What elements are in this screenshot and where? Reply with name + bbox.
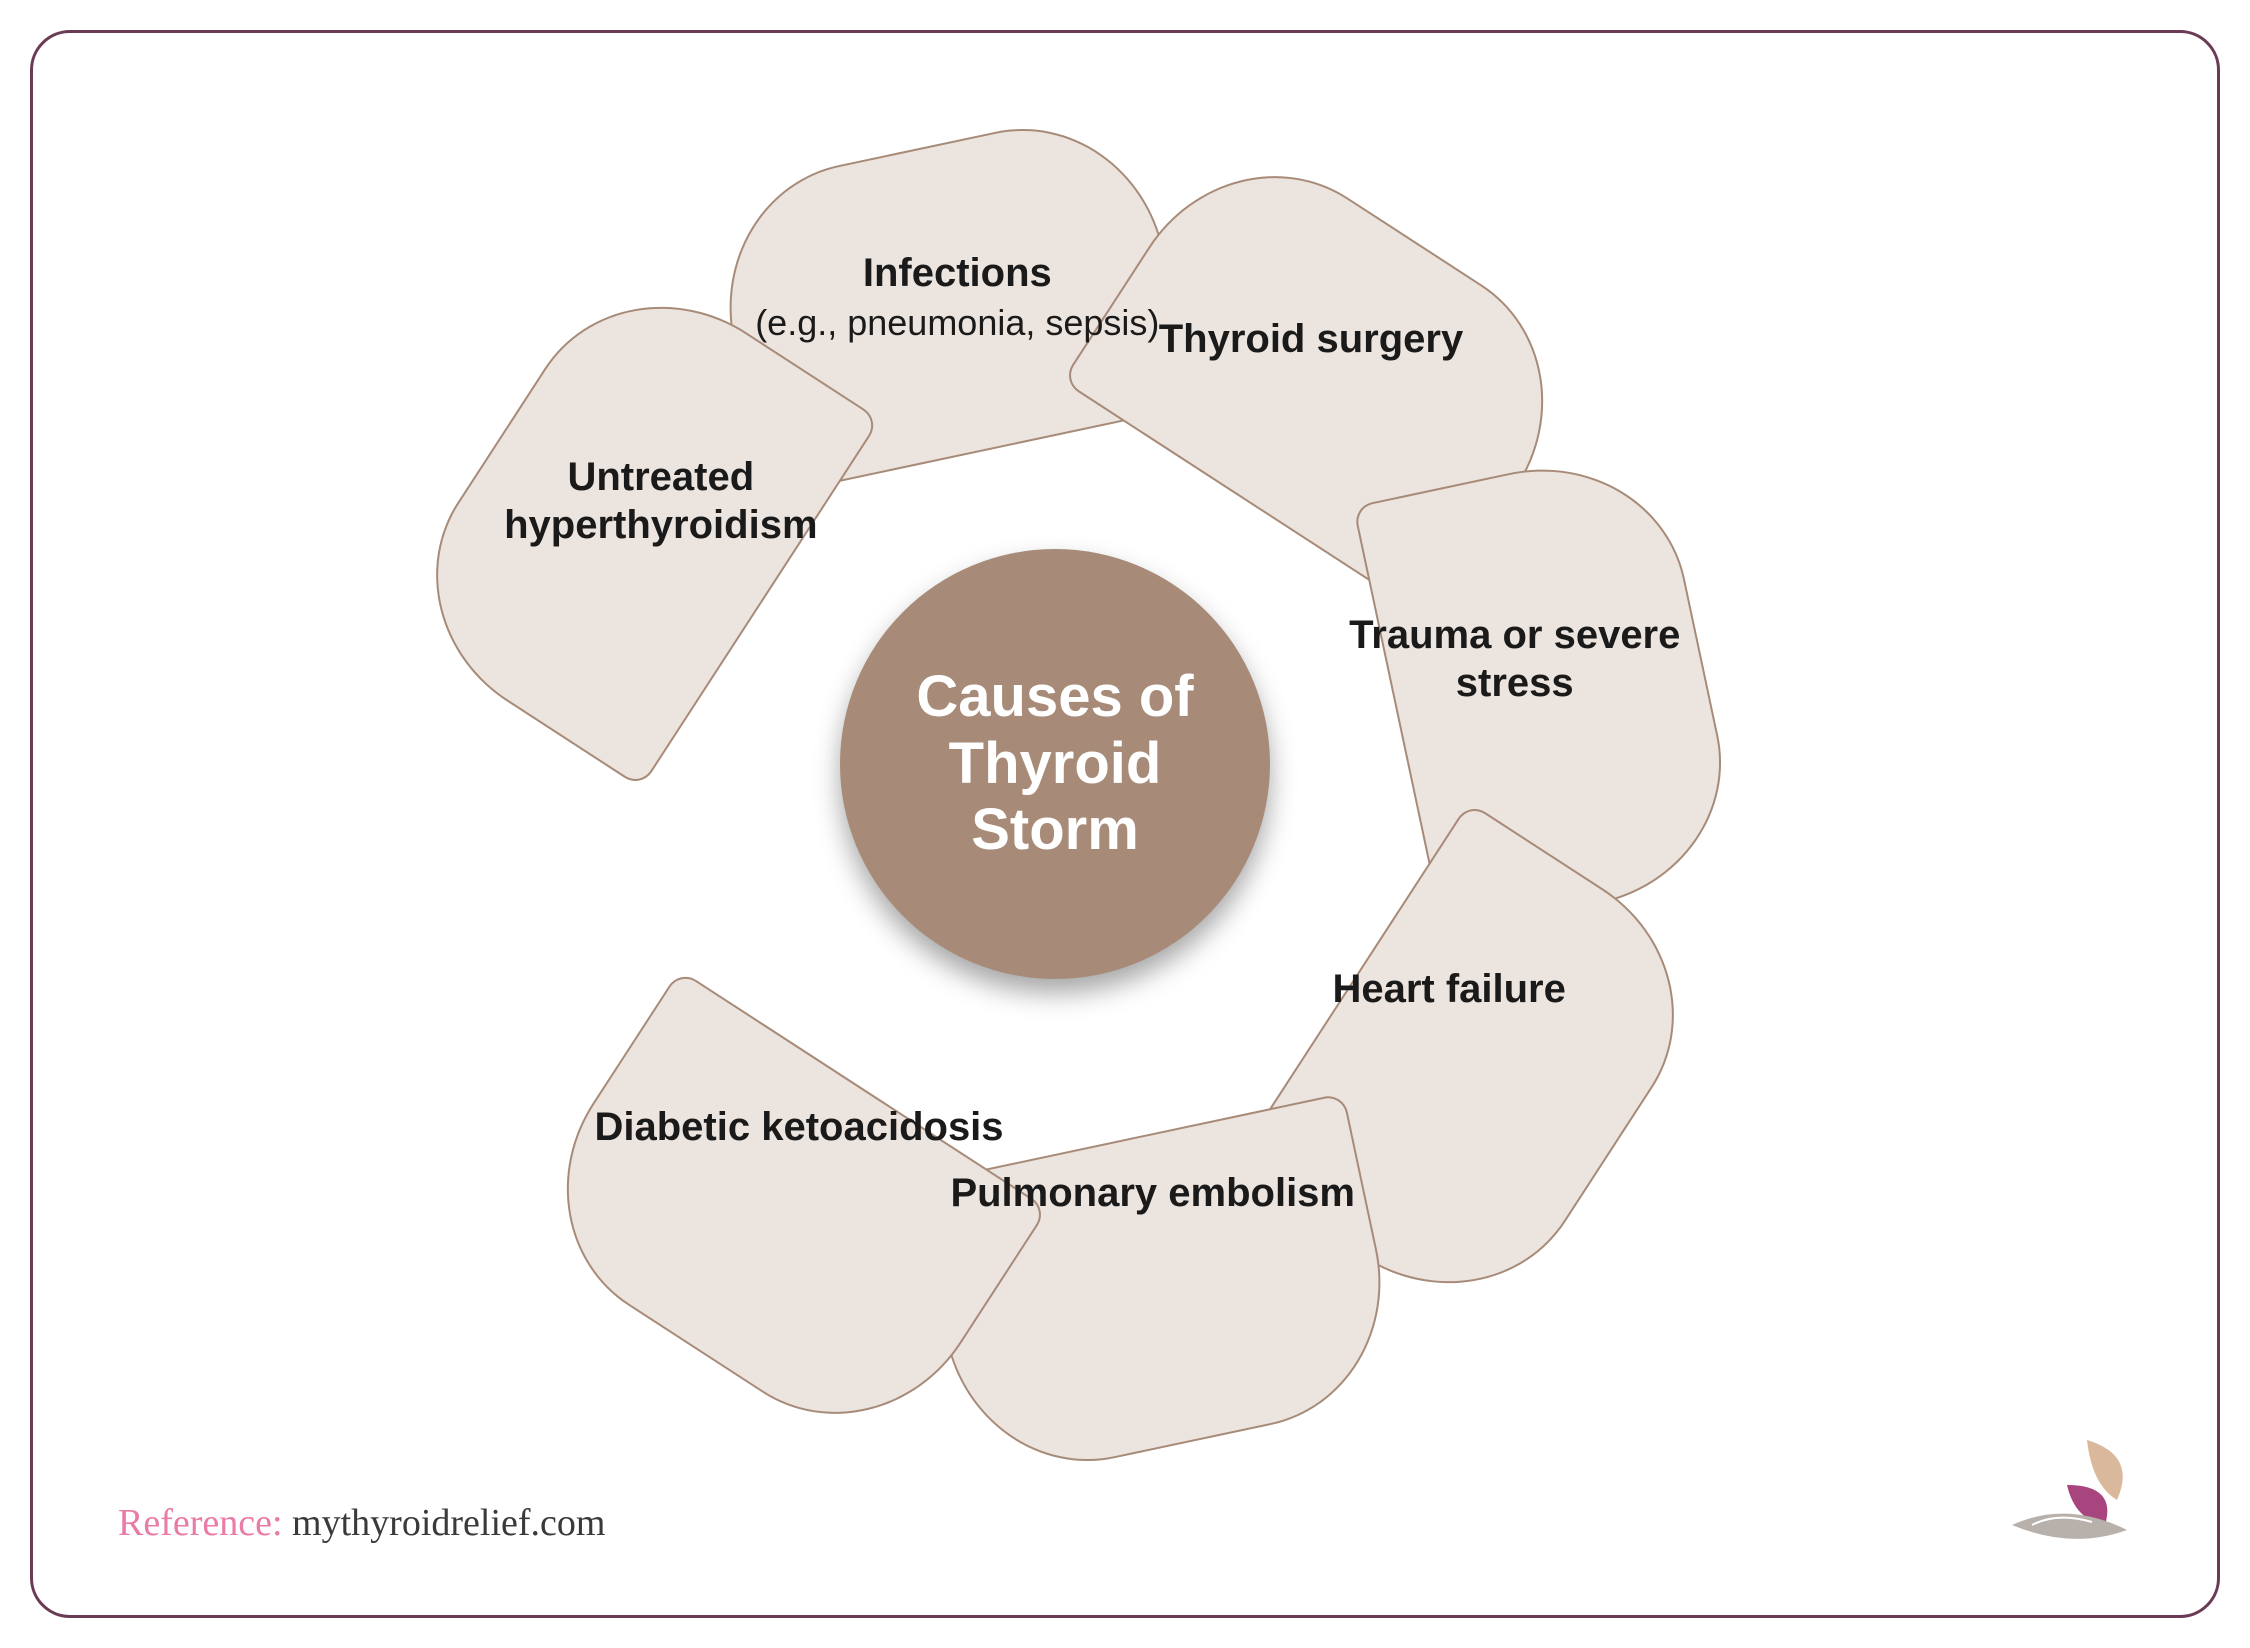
petal-label: Heart failure [1239,965,1659,1013]
petal-label-main: Heart failure [1239,965,1659,1013]
petal-label-main: Thyroid surgery [1101,315,1521,363]
petal-label-main: Diabetic ketoacidosis [589,1103,1009,1151]
petal-label: Diabetic ketoacidosis [589,1103,1009,1151]
petal-label-main: Trauma or severe stress [1305,611,1725,707]
reference-line: Reference: mythyroidrelief.com [118,1501,605,1545]
site-logo-icon [1997,1430,2147,1560]
reference-label: Reference: [118,1502,283,1544]
petal-label: Thyroid surgery [1101,315,1521,363]
petal-label-main: Infections [747,249,1167,297]
petal-label-main: Untreated hyperthyroidism [451,453,871,549]
center-circle: Causes of Thyroid Storm [840,549,1270,979]
petal-label: Untreated hyperthyroidism [451,453,871,549]
outer-frame: Causes of Thyroid Storm Infections(e.g.,… [30,30,2220,1618]
reference-text: mythyroidrelief.com [292,1502,605,1544]
center-title: Causes of Thyroid Storm [840,664,1270,864]
petal-label: Pulmonary embolism [943,1169,1363,1217]
petal-label-main: Pulmonary embolism [943,1169,1363,1217]
petal-label: Trauma or severe stress [1305,611,1725,707]
